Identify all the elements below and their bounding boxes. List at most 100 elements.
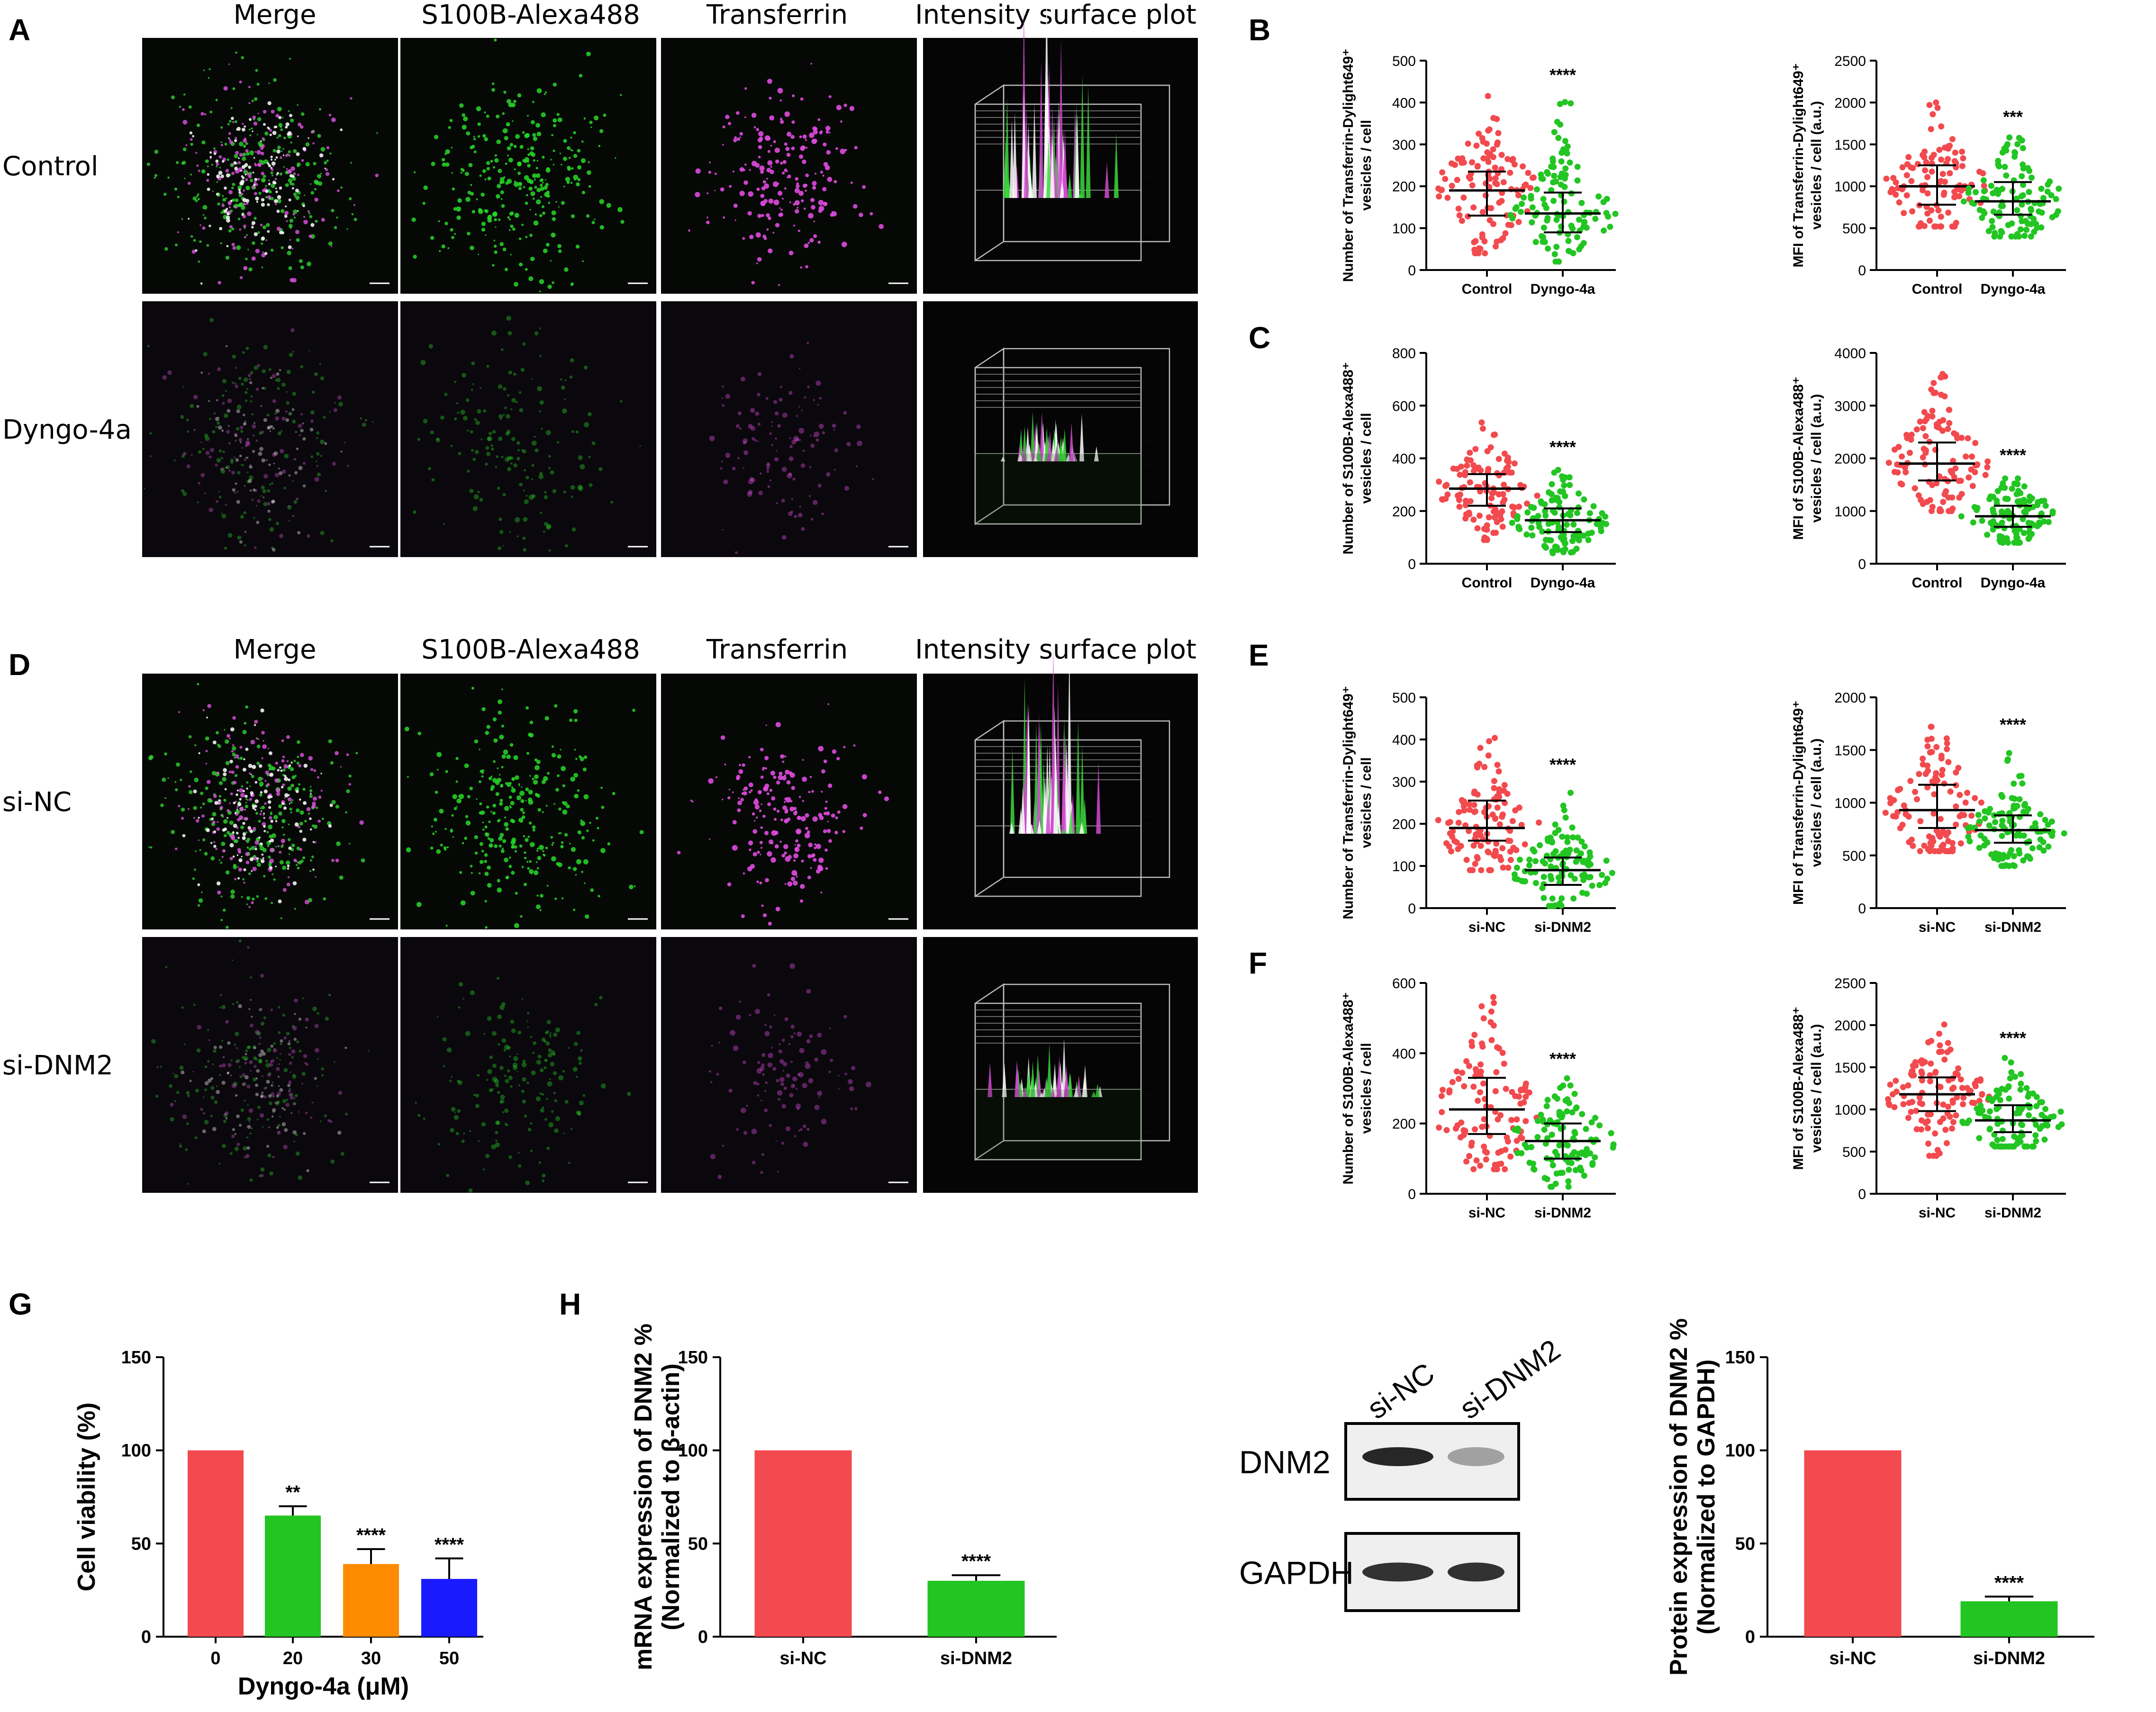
y-axis-label: Number of S100B-Alexa488⁺ vesicles / cell [1341, 992, 1374, 1185]
data-point [1477, 513, 1483, 519]
surface-spike [1069, 809, 1074, 834]
data-point [1508, 222, 1514, 228]
y-axis-label-line: vesicles / cell [1359, 120, 1374, 211]
surface-spike [1000, 456, 1006, 461]
data-point [1436, 193, 1442, 200]
data-point [1556, 504, 1563, 511]
data-point [1538, 175, 1545, 182]
data-point [2029, 531, 2035, 537]
data-point [1521, 194, 1527, 201]
data-point [1486, 867, 1493, 874]
data-point [1565, 1183, 1572, 1190]
data-point [1960, 155, 1966, 162]
data-point [1521, 182, 1528, 189]
data-point [1585, 537, 1592, 543]
data-point [1561, 536, 1567, 542]
data-point [2042, 503, 2049, 509]
y-axis-label-line: Number of Transferrin-Dylight649⁺ [1341, 686, 1356, 919]
data-point [1513, 1137, 1520, 1144]
data-point [1547, 1117, 1553, 1124]
data-point [1504, 1138, 1511, 1145]
data-point [1454, 466, 1460, 472]
data-point [1939, 766, 1946, 773]
data-point [2017, 1086, 2024, 1093]
data-point [1922, 1119, 1929, 1126]
data-point [1933, 828, 1940, 834]
surface-box-front [974, 367, 1142, 525]
data-point [1545, 245, 1551, 252]
surface-spike [1044, 1076, 1050, 1097]
data-point [2024, 1143, 2030, 1150]
data-point [1969, 1099, 1975, 1106]
data-point [1934, 1147, 1941, 1153]
y-tick-label: 150 [678, 1348, 708, 1368]
data-point [1541, 1126, 1548, 1133]
data-point [1578, 199, 1585, 206]
data-point [1541, 201, 1548, 208]
data-point [2005, 1084, 2012, 1090]
y-tick-label: 500 [1392, 690, 1416, 706]
data-point [1522, 1087, 1529, 1094]
data-point [1496, 789, 1503, 795]
data-point [1561, 482, 1567, 489]
data-point [1894, 809, 1901, 815]
data-point [1470, 1083, 1477, 1090]
data-point [1496, 793, 1503, 800]
data-point [1581, 843, 1588, 850]
data-point [1919, 1077, 1925, 1084]
data-point [1463, 1058, 1470, 1064]
significance-label: **** [356, 1525, 386, 1546]
surface-axis-tick: 1000 [1145, 863, 1156, 868]
data-point [1610, 1144, 1616, 1151]
data-point [1994, 1137, 2001, 1144]
y-axis-label-line: vesicles / cell (a.u.) [1809, 394, 1824, 523]
data-point [1470, 516, 1477, 523]
data-point [1492, 164, 1498, 171]
y-tick-label: 0 [1858, 1187, 1866, 1202]
data-point [2003, 147, 2010, 154]
surface-spike [1021, 443, 1026, 461]
surface-spike [1030, 411, 1035, 461]
data-point [1917, 418, 1923, 425]
data-point [1444, 195, 1451, 201]
data-point [1935, 207, 1942, 214]
data-point [1940, 1101, 1947, 1108]
data-point [1932, 1130, 1939, 1137]
data-point [1481, 537, 1487, 543]
data-point [1549, 1131, 1555, 1138]
data-point [1458, 1119, 1465, 1126]
data-point [1982, 815, 1988, 822]
surface-axis-tick: 4095 [1145, 181, 1156, 187]
x-tick-label: Control [1912, 575, 1963, 591]
data-point [1477, 832, 1484, 839]
data-point [1964, 1120, 1970, 1126]
data-point [1947, 788, 1954, 795]
data-point [1458, 797, 1465, 803]
data-point [1945, 494, 1952, 501]
data-point [1894, 469, 1901, 476]
surface-spike [1067, 173, 1072, 198]
data-point [1477, 745, 1484, 751]
data-point [1539, 233, 1545, 239]
data-point [2045, 181, 2051, 188]
data-point [1981, 182, 1987, 189]
surface-spike [1039, 1092, 1044, 1097]
data-point [1990, 506, 1996, 513]
data-point [1939, 828, 1946, 835]
surface-spike [1051, 438, 1056, 461]
data-point [1940, 841, 1947, 848]
data-point [1497, 512, 1504, 519]
data-point [1575, 834, 1581, 841]
data-point [1920, 187, 1926, 194]
y-tick-label: 200 [1392, 504, 1416, 520]
data-point [1528, 195, 1534, 202]
data-point [1516, 526, 1523, 532]
y-tick-label: 300 [1392, 775, 1416, 790]
data-point [1477, 1061, 1484, 1068]
data-point [2026, 189, 2032, 195]
data-point [1538, 1111, 1544, 1118]
bar [1804, 1450, 1902, 1637]
data-point [1550, 198, 1557, 204]
data-point [1481, 1144, 1487, 1150]
x-tick-label: si-NC [1468, 1205, 1505, 1221]
